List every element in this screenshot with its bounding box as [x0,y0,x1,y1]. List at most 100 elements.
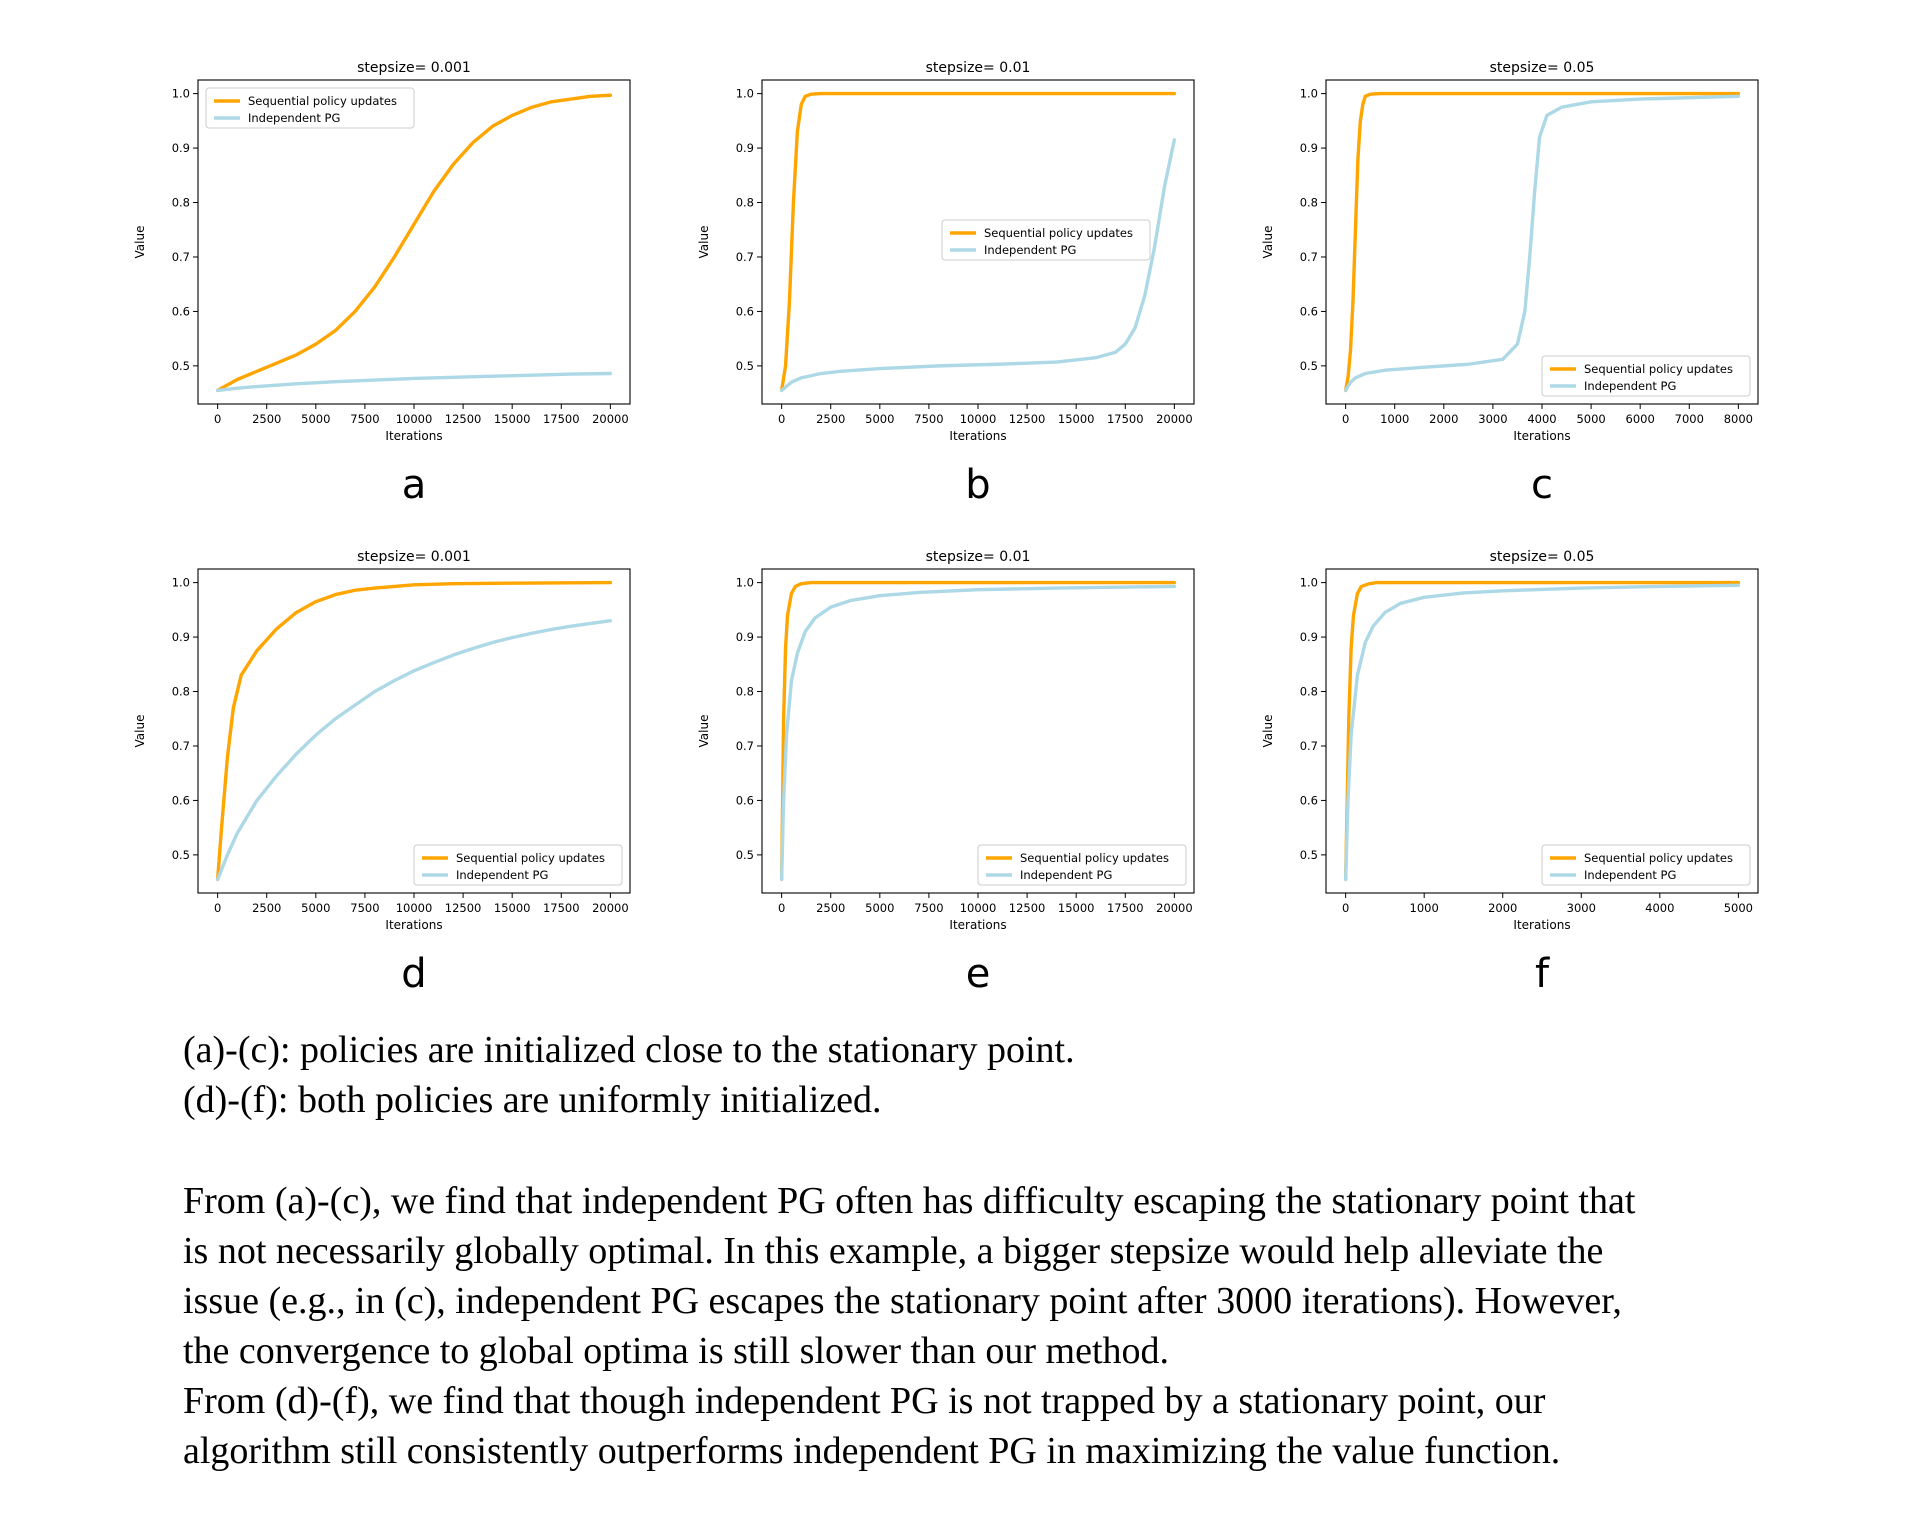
y-tick-label: 0.7 [736,739,754,753]
x-tick-label: 0 [1342,412,1349,426]
x-tick-label: 2500 [816,901,845,915]
x-tick-label: 5000 [1576,412,1605,426]
x-tick-label: 2500 [252,412,281,426]
x-tick-label: 2000 [1429,412,1458,426]
subplot-b: 0 2500 5000 7500 10000 12500 15000 17500 20000 0.… [697,60,1195,508]
independent-pg-line [215,371,613,393]
x-tick-label: 7500 [914,901,943,915]
y-tick-label: 1.0 [1300,87,1318,101]
sequential-policy-line [215,580,613,882]
findings-line: the convergence to global optima is stil… [183,1330,1170,1372]
x-tick-label: 5000 [865,901,894,915]
axes-frame [761,568,1195,894]
y-tick-label: 1.0 [172,87,190,101]
findings-line: From (d)-(f), we find that though indepe… [183,1380,1546,1422]
x-tick-label: 10000 [396,901,433,915]
y-tick-label: 1.0 [736,576,754,590]
y-tick-label: 0.7 [1300,739,1318,753]
y-tick-label: 0.9 [1300,630,1318,644]
x-axis-label: Iterations [1513,429,1570,443]
x-tick-label: 17500 [1107,901,1144,915]
x-tick-label: 7500 [350,412,379,426]
subplot-d: 0 2500 5000 7500 10000 12500 15000 17500 20000 0.… [133,549,631,997]
y-tick-label: 1.0 [172,576,190,590]
subplot-f: 0 1000 2000 3000 4000 5000 0.5 0.6 0.7 0.8 0.9 1.0 s… [1261,549,1759,997]
x-tick-label: 17500 [1107,412,1144,426]
axes-frame [197,568,631,894]
x-axis-label: Iterations [949,918,1006,932]
x-tick-label: 12500 [445,901,482,915]
y-axis-label: Value [133,226,147,259]
legend-entry: Independent PG [248,111,340,125]
y-axis-label: Value [697,226,711,259]
caption-initialization: (a)-(c): policies are initialized close … [183,1025,1883,1125]
y-tick-label: 0.9 [172,630,190,644]
panel-label: d [401,951,426,997]
y-tick-label: 0.5 [172,848,190,862]
y-axis-label: Value [697,715,711,748]
subplot-e: 0 2500 5000 7500 10000 12500 15000 17500 20000 0.… [697,549,1195,997]
x-tick-label: 10000 [960,412,997,426]
legend-entry: Sequential policy updates [1584,362,1733,376]
subplot-title: stepsize= 0.001 [357,60,471,76]
y-tick-label: 0.6 [736,304,754,318]
x-tick-label: 0 [1342,901,1349,915]
subplot-title: stepsize= 0.05 [1490,549,1595,565]
y-tick-label: 0.6 [172,793,190,807]
y-tick-label: 0.9 [172,141,190,155]
independent-pg-line [1343,94,1741,393]
x-tick-label: 20000 [592,901,629,915]
legend-box [977,844,1187,886]
y-tick-label: 0.6 [1300,304,1318,318]
x-tick-label: 12500 [1009,412,1046,426]
x-tick-label: 17500 [543,412,580,426]
independent-pg-line [779,138,1177,393]
x-axis-label: Iterations [1513,918,1570,932]
y-tick-label: 0.5 [172,359,190,373]
x-tick-label: 15000 [494,901,531,915]
x-tick-label: 5000 [301,901,330,915]
x-tick-label: 12500 [1009,901,1046,915]
y-tick-label: 0.5 [736,359,754,373]
x-tick-label: 6000 [1626,412,1655,426]
y-tick-label: 0.6 [172,304,190,318]
x-tick-label: 12500 [445,412,482,426]
x-tick-label: 4000 [1645,901,1674,915]
x-axis-label: Iterations [385,918,442,932]
x-tick-label: 4000 [1527,412,1556,426]
y-tick-label: 0.5 [736,848,754,862]
x-tick-label: 2500 [252,901,281,915]
x-tick-label: 0 [214,901,221,915]
subplot-title: stepsize= 0.05 [1490,60,1595,76]
y-axis-label: Value [1261,715,1275,748]
legend-entry: Independent PG [1020,868,1112,882]
y-axis-label: Value [133,715,147,748]
independent-pg-line [779,584,1177,882]
panel-label: a [402,462,427,508]
y-tick-label: 0.8 [172,196,190,210]
y-tick-label: 0.8 [736,196,754,210]
subplot-c: 0 1000 2000 3000 4000 5000 6000 7000 8000 0.5 0.6 0… [1261,60,1759,508]
axes-frame [1325,568,1759,894]
legend-box [941,219,1151,261]
y-tick-label: 1.0 [736,87,754,101]
y-tick-label: 0.9 [736,141,754,155]
axes-frame [197,79,631,405]
findings-line: From (a)-(c), we find that independent P… [183,1180,1636,1222]
y-tick-label: 0.6 [736,793,754,807]
legend: Sequential policy updates Independent PG [977,844,1187,886]
x-tick-label: 5000 [865,412,894,426]
x-tick-label: 7500 [914,412,943,426]
y-tick-label: 0.5 [1300,359,1318,373]
x-tick-label: 17500 [543,901,580,915]
legend: Sequential policy updates Independent PG [941,219,1151,261]
x-tick-label: 7000 [1675,412,1704,426]
subplot-title: stepsize= 0.01 [926,60,1031,76]
x-tick-label: 3000 [1567,901,1596,915]
legend-entry: Independent PG [1584,379,1676,393]
x-tick-label: 1000 [1410,901,1439,915]
subplot-a: 0 2500 5000 7500 10000 12500 15000 17500 20000 0.… [133,60,631,508]
x-tick-label: 10000 [396,412,433,426]
legend-entry: Sequential policy updates [1020,851,1169,865]
caption-line-d-f: (d)-(f): both policies are uniformly ini… [183,1079,882,1121]
